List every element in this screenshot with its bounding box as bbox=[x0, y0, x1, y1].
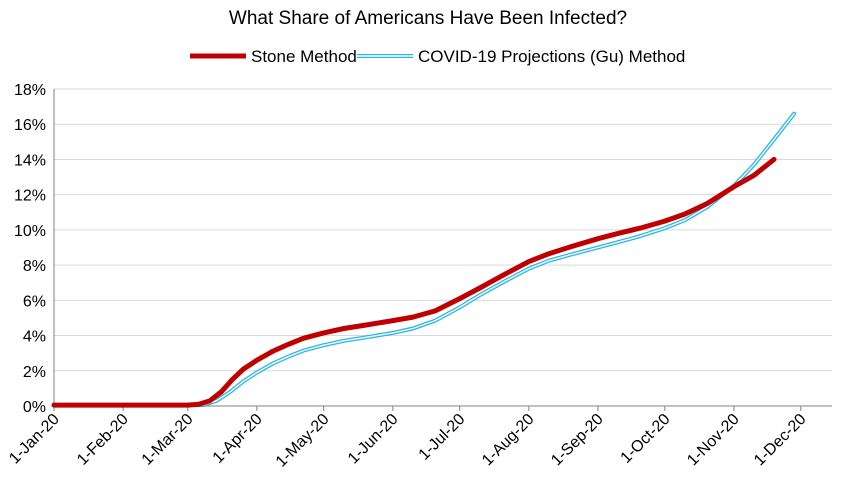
y-tick-label: 14% bbox=[14, 152, 46, 169]
y-tick-label: 8% bbox=[23, 258, 46, 275]
x-tick-label: 1-Mar-20 bbox=[139, 411, 197, 469]
series-line-gu-inner bbox=[53, 113, 795, 406]
x-tick-label: 1-Oct-20 bbox=[618, 411, 674, 467]
x-tick-label: 1-Nov-20 bbox=[684, 411, 743, 470]
series-line-stone bbox=[51, 156, 777, 408]
x-tick-label: 1-Apr-20 bbox=[210, 411, 266, 467]
series-line-gu-outline bbox=[52, 111, 797, 408]
y-tick-labels: 0% 2% 4% 6% 8% 10% 12% 14% 16% 18% bbox=[14, 82, 46, 416]
y-tick-label: 0% bbox=[23, 399, 46, 416]
y-tick-label: 12% bbox=[14, 188, 46, 205]
x-tick-label: 1-Aug-20 bbox=[479, 411, 538, 470]
y-tick-label: 18% bbox=[14, 82, 46, 99]
x-tick-label: 1-Jan-20 bbox=[6, 411, 63, 468]
y-tick-label: 6% bbox=[23, 293, 46, 310]
series-lines bbox=[51, 111, 797, 408]
legend: Stone Method COVID-19 Projections (Gu) M… bbox=[190, 47, 685, 66]
x-tick-label: 1-Jul-20 bbox=[416, 411, 469, 464]
y-tick-label: 16% bbox=[14, 117, 46, 134]
axes bbox=[53, 89, 832, 411]
x-tick-label: 1-Feb-20 bbox=[74, 411, 132, 469]
x-tick-label: 1-Dec-20 bbox=[751, 411, 810, 470]
x-tick-label: 1-May-20 bbox=[273, 411, 333, 471]
y-tick-label: 2% bbox=[23, 364, 46, 381]
chart-title: What Share of Americans Have Been Infect… bbox=[229, 8, 627, 29]
y-tick-label: 4% bbox=[23, 329, 46, 346]
legend-label-gu: COVID-19 Projections (Gu) Method bbox=[418, 47, 685, 66]
legend-label-stone: Stone Method bbox=[251, 47, 357, 66]
x-tick-label: 1-Jun-20 bbox=[345, 411, 402, 468]
y-tick-label: 10% bbox=[14, 223, 46, 240]
gridlines bbox=[54, 88, 832, 372]
x-tick-label: 1-Sep-20 bbox=[548, 411, 607, 470]
x-tick-labels: 1-Jan-20 1-Feb-20 1-Mar-20 1-Apr-20 1-May-20… bbox=[6, 411, 810, 471]
